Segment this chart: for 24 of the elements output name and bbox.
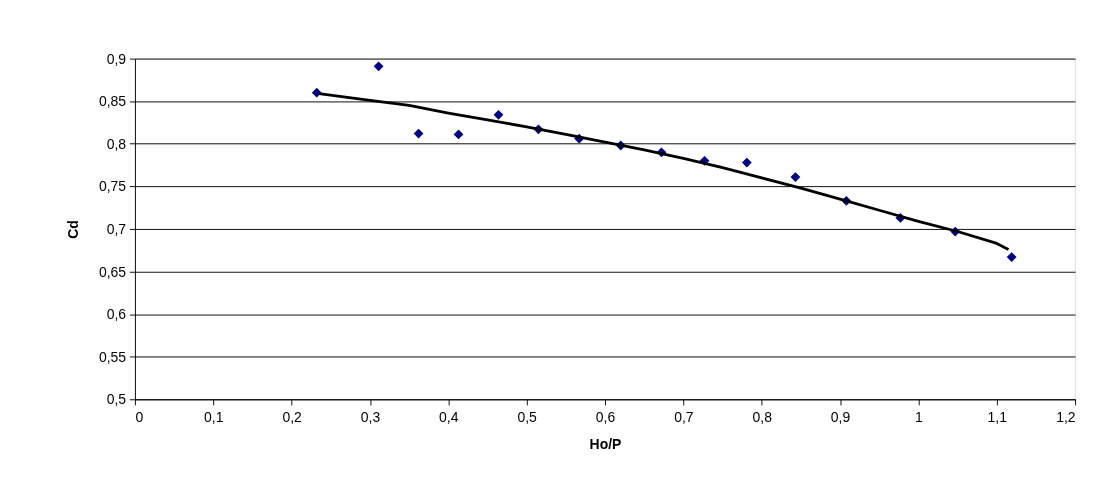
y-tick-label: 0,9 xyxy=(106,50,127,67)
y-tick-label: 0,8 xyxy=(106,135,127,152)
x-tick-label: 0,1 xyxy=(204,409,224,426)
x-tick-label: 0 xyxy=(135,409,144,426)
x-tick-label: 0,8 xyxy=(752,409,773,426)
x-tick-label: 1 xyxy=(915,409,923,426)
y-tick-label: 0,5 xyxy=(106,391,127,408)
y-tick-label: 0,6 xyxy=(106,306,127,323)
x-tick-label: 1,1 xyxy=(987,409,1008,426)
x-tick-label: 0,7 xyxy=(674,409,694,426)
y-axis-title: Cd xyxy=(64,220,81,239)
y-tick-label: 0,55 xyxy=(98,348,127,365)
x-tick-label: 0,4 xyxy=(439,409,459,426)
x-tick-label: 0,5 xyxy=(517,409,538,426)
x-axis-title: Ho/P xyxy=(589,436,622,453)
y-tick-label: 0,85 xyxy=(98,93,127,110)
y-tick-label: 0,65 xyxy=(98,263,127,280)
y-tick-label: 0,75 xyxy=(98,178,127,195)
x-tick-label: 0,3 xyxy=(360,409,381,426)
x-tick-label: 1,2 xyxy=(1056,409,1076,426)
x-tick-label: 0,2 xyxy=(282,409,303,426)
x-tick-label: 0,6 xyxy=(595,409,616,426)
x-tick-label: 0,9 xyxy=(830,409,851,426)
y-tick-label: 0,7 xyxy=(106,221,127,238)
